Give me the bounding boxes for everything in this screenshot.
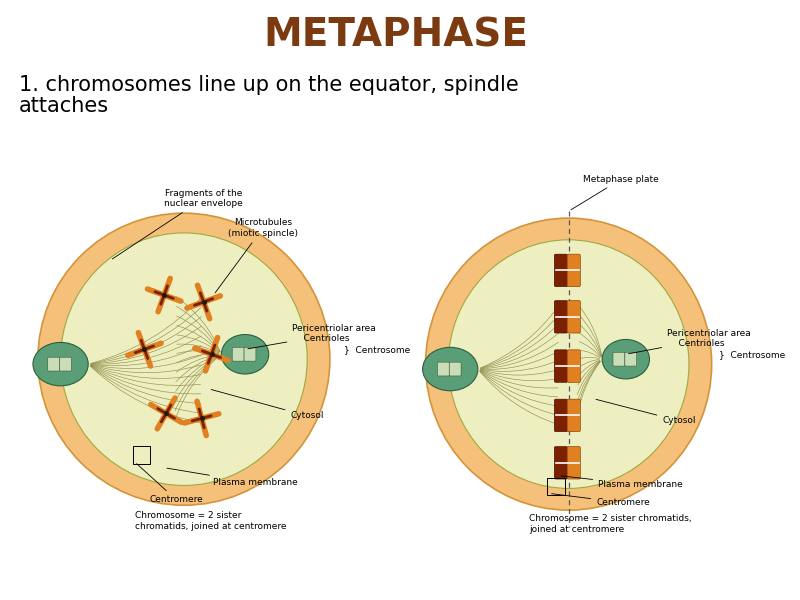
FancyBboxPatch shape — [554, 399, 568, 431]
FancyBboxPatch shape — [554, 254, 568, 287]
FancyBboxPatch shape — [567, 350, 581, 382]
FancyBboxPatch shape — [438, 362, 450, 376]
Text: Pericentriolar area
    Centrioles: Pericentriolar area Centrioles — [629, 329, 751, 354]
Ellipse shape — [602, 340, 650, 379]
Text: }  Centrosome: } Centrosome — [344, 345, 410, 354]
FancyBboxPatch shape — [554, 446, 568, 479]
Ellipse shape — [448, 240, 689, 488]
Ellipse shape — [38, 213, 330, 505]
Text: Cytosol: Cytosol — [211, 389, 324, 421]
Text: Fragments of the
nuclear envelope: Fragments of the nuclear envelope — [112, 189, 243, 259]
FancyBboxPatch shape — [567, 254, 581, 287]
FancyBboxPatch shape — [567, 399, 581, 431]
Text: 1. chromosomes line up on the equator, spindle: 1. chromosomes line up on the equator, s… — [19, 75, 519, 95]
Text: Chromosome = 2 sister
chromatids, joined at centromere: Chromosome = 2 sister chromatids, joined… — [134, 511, 286, 531]
FancyBboxPatch shape — [232, 347, 244, 361]
FancyBboxPatch shape — [567, 446, 581, 479]
Text: }  Centrosome: } Centrosome — [718, 350, 785, 359]
Text: Plasma membrane: Plasma membrane — [167, 468, 298, 487]
Text: Pericentriolar area
    Centrioles: Pericentriolar area Centrioles — [248, 324, 376, 349]
FancyBboxPatch shape — [59, 357, 71, 371]
Ellipse shape — [61, 233, 307, 485]
FancyBboxPatch shape — [567, 301, 581, 333]
FancyBboxPatch shape — [554, 301, 568, 333]
Ellipse shape — [33, 343, 88, 386]
Text: Microtubules
(miotic spincle): Microtubules (miotic spincle) — [215, 218, 298, 293]
Text: Cytosol: Cytosol — [596, 400, 696, 425]
Bar — [547, 478, 565, 496]
Text: Centromere: Centromere — [552, 494, 650, 507]
Ellipse shape — [222, 335, 269, 374]
Text: Metaphase plate: Metaphase plate — [571, 175, 659, 210]
FancyBboxPatch shape — [554, 350, 568, 382]
Ellipse shape — [422, 347, 478, 391]
FancyBboxPatch shape — [244, 347, 256, 361]
Text: attaches: attaches — [19, 96, 110, 116]
Text: Chromosome = 2 sister chromatids,
joined at centromere: Chromosome = 2 sister chromatids, joined… — [529, 514, 692, 534]
FancyBboxPatch shape — [450, 362, 461, 376]
Text: Plasma membrane: Plasma membrane — [562, 476, 683, 490]
FancyBboxPatch shape — [613, 352, 625, 366]
Text: METAPHASE: METAPHASE — [263, 17, 529, 55]
FancyBboxPatch shape — [48, 357, 59, 371]
FancyBboxPatch shape — [625, 352, 637, 366]
Text: Centromere: Centromere — [137, 464, 203, 504]
Ellipse shape — [426, 218, 712, 510]
Bar — [133, 446, 150, 464]
